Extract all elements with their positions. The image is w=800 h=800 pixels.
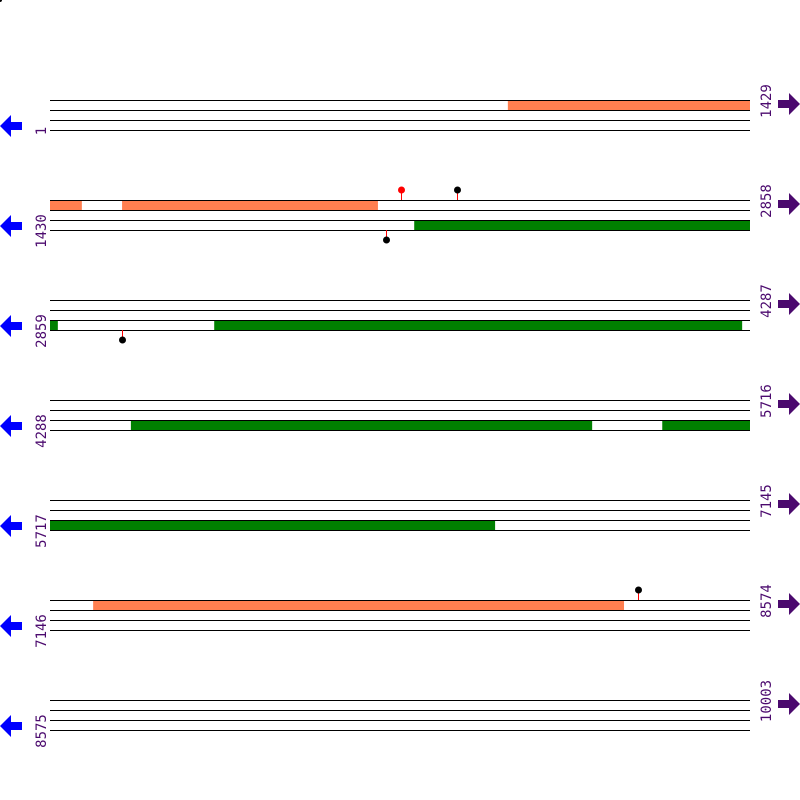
arrow-left-icon bbox=[0, 715, 22, 737]
row-start-label: 7146 bbox=[34, 614, 50, 648]
row-start-label: 8575 bbox=[34, 714, 50, 748]
arrow-left-icon bbox=[0, 415, 22, 437]
marker-head bbox=[635, 586, 642, 594]
feature-reverse bbox=[50, 520, 496, 530]
arrow-right-icon bbox=[778, 293, 800, 315]
track-row: 1 1429 bbox=[0, 84, 800, 137]
feature-forward bbox=[93, 600, 625, 610]
marker-head bbox=[398, 186, 405, 194]
marker-head bbox=[454, 186, 461, 194]
feature-forward bbox=[122, 200, 378, 210]
row-start-label: 4288 bbox=[34, 414, 50, 448]
arrow-right-icon bbox=[778, 393, 800, 415]
arrow-left-icon bbox=[0, 515, 22, 537]
arrow-right-icon bbox=[778, 93, 800, 115]
row-end-label: 7145 bbox=[759, 484, 775, 518]
row-end-label: 5716 bbox=[759, 384, 775, 418]
track-row: 2859 4287 bbox=[0, 284, 800, 348]
track-row: 8575 10003 bbox=[0, 680, 800, 748]
arrow-right-icon bbox=[778, 193, 800, 215]
marker-head bbox=[119, 336, 126, 344]
track-row: 1430 2858 bbox=[0, 184, 800, 248]
feature-reverse bbox=[130, 420, 593, 430]
feature-forward bbox=[50, 200, 82, 210]
arrow-left-icon bbox=[0, 115, 22, 137]
feature-forward bbox=[507, 100, 750, 110]
row-end-label: 10003 bbox=[759, 680, 775, 722]
row-start-label: 2859 bbox=[34, 314, 50, 348]
row-end-label: 4287 bbox=[759, 284, 775, 318]
arrow-left-icon bbox=[0, 315, 22, 337]
arrow-right-icon bbox=[778, 593, 800, 615]
feature-reverse bbox=[414, 220, 750, 230]
marker-head bbox=[383, 236, 390, 244]
arrow-right-icon bbox=[778, 693, 800, 715]
row-end-label: 8574 bbox=[759, 584, 775, 618]
track-row: 5717 7145 bbox=[0, 484, 800, 548]
track-row: 7146 8574 bbox=[0, 584, 800, 648]
arrow-right-icon bbox=[778, 493, 800, 515]
arrow-left-icon bbox=[0, 615, 22, 637]
feature-reverse bbox=[50, 320, 58, 330]
feature-reverse bbox=[662, 420, 750, 430]
row-start-label: 1 bbox=[34, 127, 50, 135]
row-end-label: 1429 bbox=[759, 84, 775, 118]
row-start-label: 1430 bbox=[34, 214, 50, 248]
arrow-left-icon bbox=[0, 215, 22, 237]
corner-dot bbox=[0, 0, 2, 2]
row-start-label: 5717 bbox=[34, 514, 50, 548]
track-row: 4288 5716 bbox=[0, 384, 800, 448]
row-end-label: 2858 bbox=[759, 184, 775, 218]
feature-reverse bbox=[214, 320, 743, 330]
